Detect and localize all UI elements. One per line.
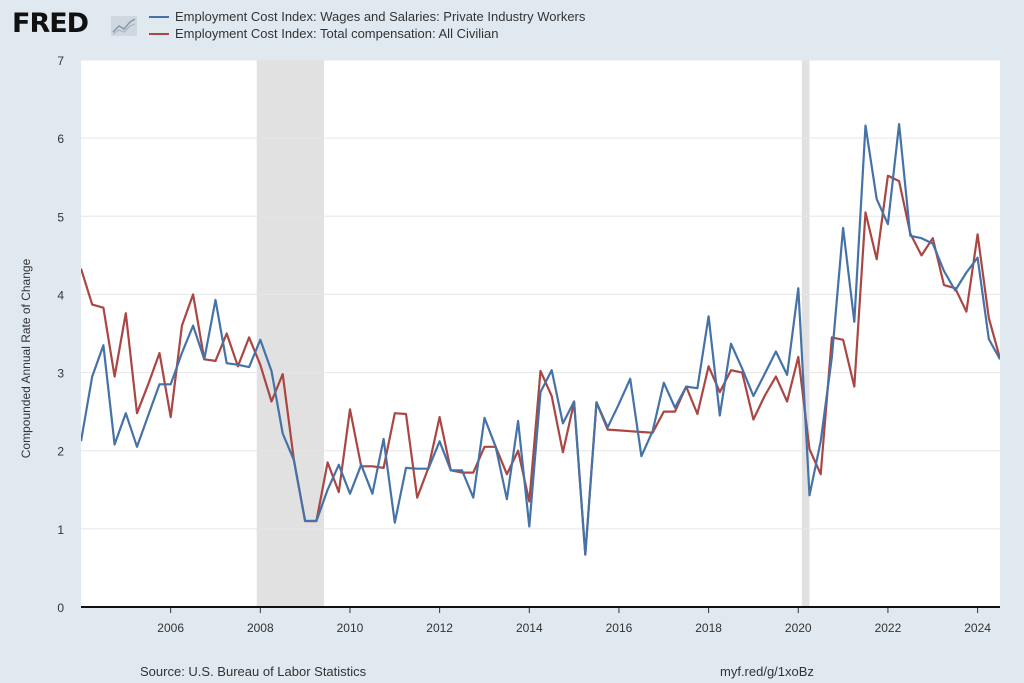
plot-area (81, 60, 1000, 607)
legend-label: Employment Cost Index: Total compensatio… (175, 26, 499, 41)
y-tick-label: 7 (57, 54, 64, 68)
y-tick-label: 1 (57, 523, 64, 537)
y-tick-label: 2 (57, 445, 64, 459)
chart-header: FRED Employment Cost Index: Wages and Sa… (12, 6, 712, 46)
legend: Employment Cost Index: Wages and Salarie… (149, 8, 709, 42)
y-axis-label: Compounded Annual Rate of Change (19, 258, 33, 458)
legend-label: Employment Cost Index: Wages and Salarie… (175, 9, 586, 24)
series-line-0 (81, 122, 1000, 556)
y-tick-label: 5 (57, 210, 64, 224)
x-tick-label: 2010 (337, 621, 364, 635)
legend-swatch (149, 15, 169, 18)
x-tick-label: 2012 (426, 621, 453, 635)
chart: 0 1 2 3 4 5 6 7 2006 2008 2010 2012 2014 2016 2018 2020… (19, 54, 1000, 635)
legend-item-wages[interactable]: Employment Cost Index: Wages and Salarie… (149, 8, 709, 25)
y-tick-label: 0 (57, 601, 64, 615)
fred-logo[interactable]: FRED (12, 8, 89, 39)
legend-swatch (149, 32, 169, 35)
recession-shading (256, 60, 324, 607)
x-tick-label: 2018 (695, 621, 722, 635)
fred-chart-icon (111, 16, 137, 36)
x-tick-label: 2024 (964, 621, 991, 635)
x-tick-label: 2006 (157, 621, 184, 635)
legend-item-total-compensation[interactable]: Employment Cost Index: Total compensatio… (149, 25, 709, 42)
recession-shading (801, 60, 810, 607)
x-tick-label: 2020 (785, 621, 812, 635)
x-tick-label: 2022 (875, 621, 902, 635)
x-tick-label: 2008 (247, 621, 274, 635)
x-tick-label: 2016 (606, 621, 633, 635)
y-tick-label: 3 (57, 367, 64, 381)
y-tick-label: 6 (57, 132, 64, 146)
x-tick-label: 2014 (516, 621, 543, 635)
short-link[interactable]: myf.red/g/1xoBz (720, 664, 814, 679)
series-line-1 (81, 174, 1000, 556)
source-note: Source: U.S. Bureau of Labor Statistics (140, 664, 367, 679)
y-tick-label: 4 (57, 288, 64, 302)
